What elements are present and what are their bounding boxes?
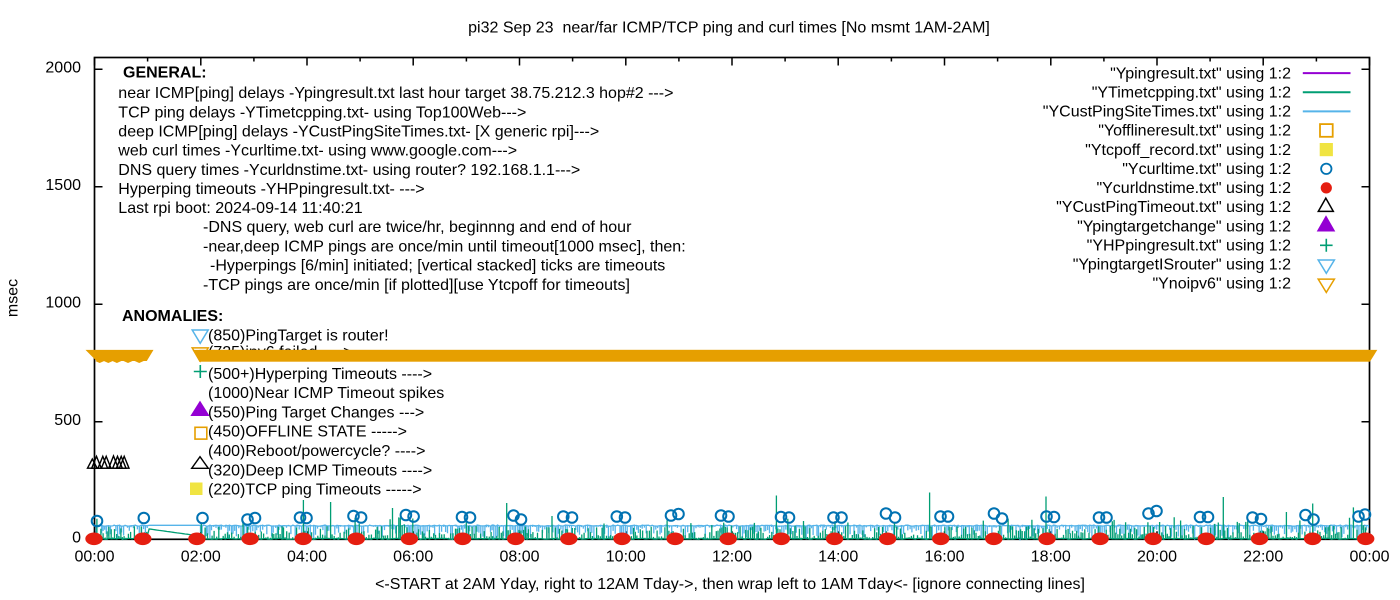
svg-text:msec: msec xyxy=(4,279,21,317)
svg-text:-DNS query, web curl are twice: -DNS query, web curl are twice/hr, begin… xyxy=(203,219,632,236)
svg-text:"Ypingresult.txt" using 1:2: "Ypingresult.txt" using 1:2 xyxy=(1110,65,1291,82)
svg-text:06:00: 06:00 xyxy=(393,549,433,566)
svg-text:"Ynoipv6" using 1:2: "Ynoipv6" using 1:2 xyxy=(1152,276,1291,293)
svg-text:2000: 2000 xyxy=(45,60,81,77)
svg-text:0: 0 xyxy=(72,530,81,547)
svg-text:"YpingtargetISrouter" using 1:: "YpingtargetISrouter" using 1:2 xyxy=(1073,257,1291,274)
svg-text:<-START at 2AM Yday, right to: <-START at 2AM Yday, right to 12AM Tday-… xyxy=(375,576,1085,593)
svg-text:"Yofflineresult.txt" using 1:2: "Yofflineresult.txt" using 1:2 xyxy=(1098,123,1291,140)
svg-text:20:00: 20:00 xyxy=(1137,549,1177,566)
svg-text:web curl times -Ycurltime.txt-: web curl times -Ycurltime.txt- using www… xyxy=(117,143,517,160)
svg-text:(450)OFFLINE STATE ----->: (450)OFFLINE STATE -----> xyxy=(208,424,407,441)
svg-text:DNS query times -Ycurldnstime.: DNS query times -Ycurldnstime.txt- using… xyxy=(118,162,580,179)
svg-text:(320)Deep ICMP Timeouts ---->: (320)Deep ICMP Timeouts ----> xyxy=(208,463,432,480)
svg-text:pi32 Sep 23 near/far ICMP/TCP: pi32 Sep 23 near/far ICMP/TCP ping and c… xyxy=(468,20,990,37)
svg-text:00:00: 00:00 xyxy=(74,549,114,566)
svg-text:(220)TCP ping Timeouts ----->: (220)TCP ping Timeouts -----> xyxy=(208,482,422,499)
svg-text:"YHPpingresult.txt" using 1:2: "YHPpingresult.txt" using 1:2 xyxy=(1087,238,1291,255)
svg-text:near ICMP[ping] delays -Ypingr: near ICMP[ping] delays -Ypingresult.txt … xyxy=(118,85,673,102)
svg-text:(550)Ping Target Changes --->: (550)Ping Target Changes ---> xyxy=(208,405,424,422)
svg-text:"Ycurltime.txt" using 1:2: "Ycurltime.txt" using 1:2 xyxy=(1122,161,1291,178)
svg-text:deep ICMP[ping] delays -YCustP: deep ICMP[ping] delays -YCustPingSiteTim… xyxy=(118,124,599,141)
svg-text:-near,deep ICMP pings are once: -near,deep ICMP pings are once/min until… xyxy=(203,239,686,256)
svg-text:-Hyperpings [6/min] initiated;: -Hyperpings [6/min] initiated; [vertical… xyxy=(210,258,665,275)
svg-text:"YCustPingTimeout.txt" using 1: "YCustPingTimeout.txt" using 1:2 xyxy=(1056,199,1291,216)
svg-text:TCP ping delays -YTimetcpping.: TCP ping delays -YTimetcpping.txt- using… xyxy=(118,105,526,122)
svg-text:(1000)Near ICMP Timeout spikes: (1000)Near ICMP Timeout spikes xyxy=(208,385,444,402)
svg-text:02:00: 02:00 xyxy=(181,549,221,566)
svg-text:"Ypingtargetchange" using 1:2: "Ypingtargetchange" using 1:2 xyxy=(1077,218,1291,235)
svg-text:22:00: 22:00 xyxy=(1243,549,1283,566)
svg-text:-TCP pings are once/min [if pl: -TCP pings are once/min [if plotted][use… xyxy=(203,277,630,294)
svg-text:"Ycurldnstime.txt" using 1:2: "Ycurldnstime.txt" using 1:2 xyxy=(1096,180,1291,197)
svg-text:(400)Reboot/powercycle? ---->: (400)Reboot/powercycle? ----> xyxy=(208,443,425,460)
svg-text:GENERAL:: GENERAL: xyxy=(123,65,207,82)
svg-text:Last rpi boot: 2024-09-14 11:4: Last rpi boot: 2024-09-14 11:40:21 xyxy=(118,200,362,217)
svg-text:(850)PingTarget is router!: (850)PingTarget is router! xyxy=(208,328,389,345)
svg-text:ANOMALIES:: ANOMALIES: xyxy=(122,308,223,325)
svg-text:12:00: 12:00 xyxy=(712,549,752,566)
svg-text:500: 500 xyxy=(54,412,81,429)
svg-text:08:00: 08:00 xyxy=(499,549,539,566)
svg-text:16:00: 16:00 xyxy=(924,549,964,566)
svg-text:10:00: 10:00 xyxy=(606,549,646,566)
svg-text:1000: 1000 xyxy=(45,295,81,312)
svg-text:1500: 1500 xyxy=(45,177,81,194)
svg-text:00:00: 00:00 xyxy=(1349,549,1389,566)
svg-text:18:00: 18:00 xyxy=(1031,549,1071,566)
svg-text:"YCustPingSiteTimes.txt" using: "YCustPingSiteTimes.txt" using 1:2 xyxy=(1043,104,1291,121)
svg-text:"Ytcpoff_record.txt" using 1:2: "Ytcpoff_record.txt" using 1:2 xyxy=(1085,142,1291,159)
svg-text:Hyperping timeouts -YHPpingres: Hyperping timeouts -YHPpingresult.txt- -… xyxy=(118,181,424,198)
svg-text:04:00: 04:00 xyxy=(287,549,327,566)
svg-text:(500+)Hyperping Timeouts ---->: (500+)Hyperping Timeouts ----> xyxy=(208,366,432,383)
svg-text:14:00: 14:00 xyxy=(818,549,858,566)
svg-text:"YTimetcpping.txt" using 1:2: "YTimetcpping.txt" using 1:2 xyxy=(1092,84,1291,101)
